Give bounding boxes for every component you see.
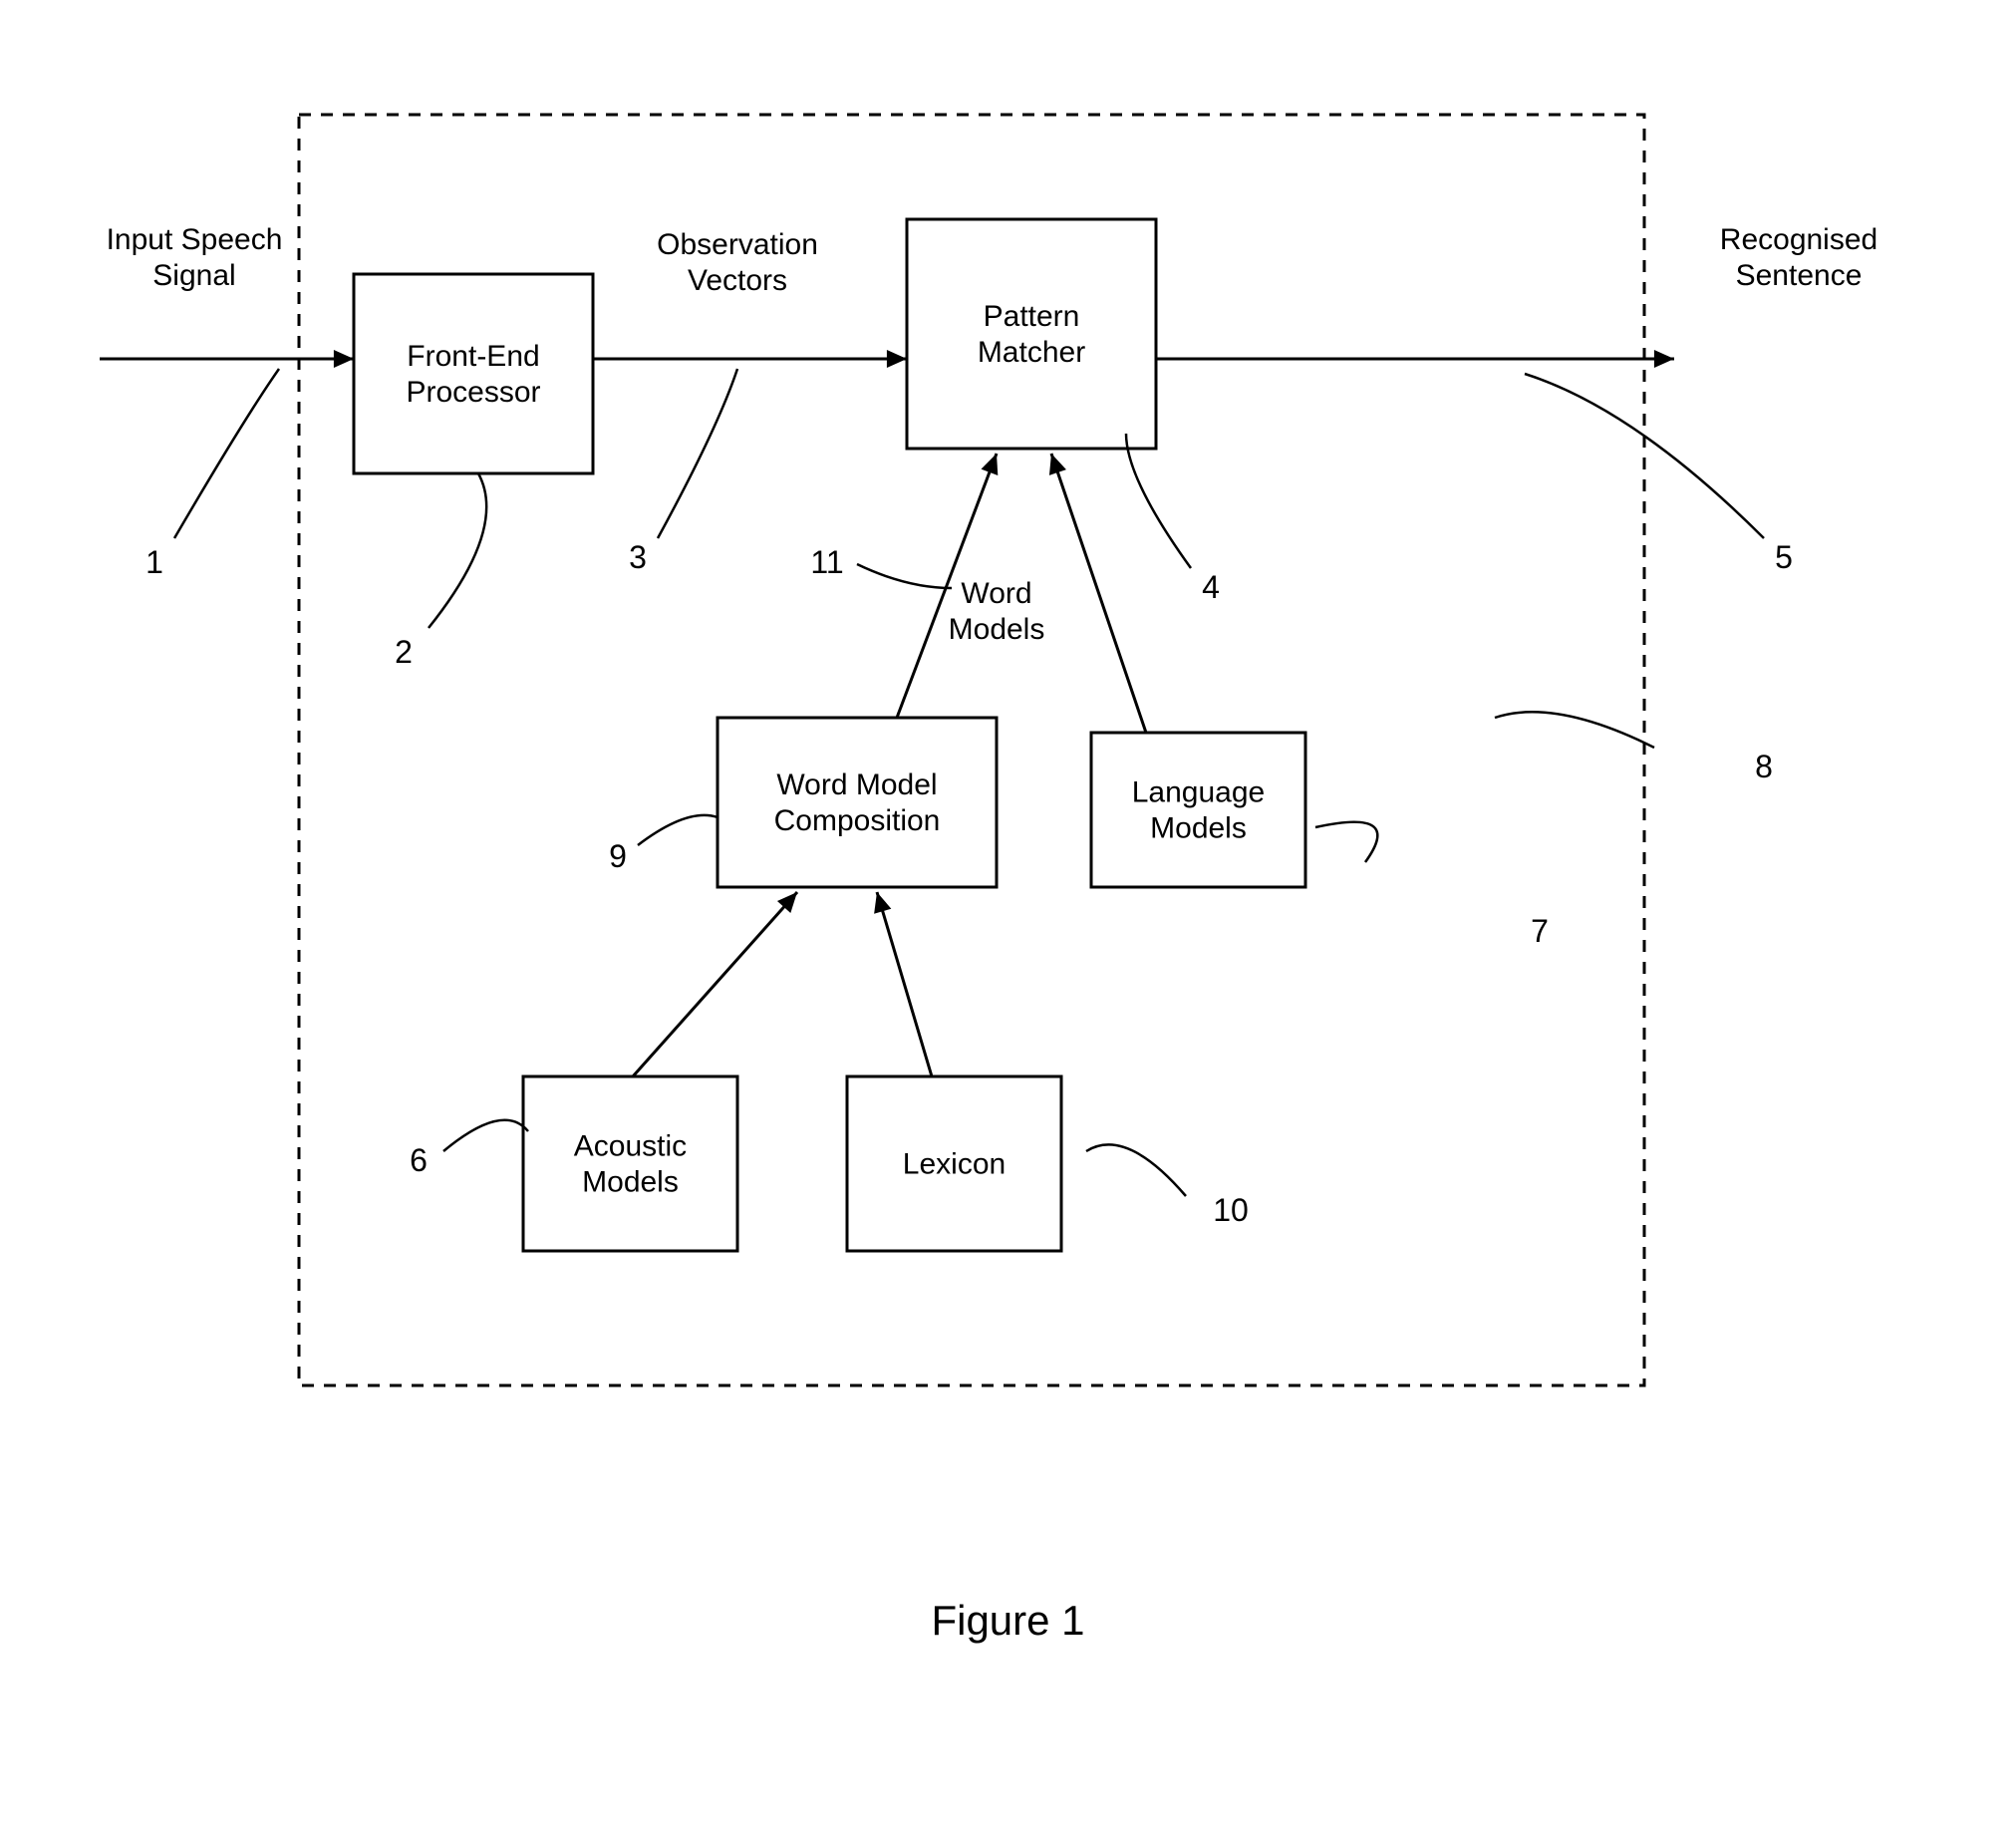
svg-text:Observation: Observation [657, 228, 818, 261]
svg-text:Signal: Signal [152, 259, 235, 292]
leader-11 [857, 564, 952, 588]
svg-text:Language: Language [1132, 776, 1265, 809]
leader-1 [174, 369, 279, 538]
svg-text:5: 5 [1775, 539, 1793, 575]
leader-2 [429, 473, 486, 628]
acoustic-box [523, 1076, 737, 1251]
svg-text:Processor: Processor [406, 376, 540, 409]
svg-text:Matcher: Matcher [978, 336, 1085, 369]
leader-8 [1495, 712, 1654, 748]
leader-10 [1086, 1144, 1186, 1196]
lang_models-box [1091, 733, 1305, 887]
svg-text:6: 6 [410, 1142, 428, 1178]
svg-text:Models: Models [1150, 812, 1247, 845]
svg-text:7: 7 [1531, 913, 1549, 949]
svg-text:9: 9 [609, 838, 627, 874]
leader-3 [658, 369, 737, 538]
svg-text:Models: Models [582, 1166, 679, 1199]
svg-text:1: 1 [145, 544, 163, 580]
svg-text:Input Speech: Input Speech [107, 223, 283, 256]
pattern-box [907, 219, 1156, 449]
svg-text:Recognised: Recognised [1720, 223, 1877, 256]
leader-7 [1315, 822, 1377, 862]
svg-text:Figure 1: Figure 1 [931, 1597, 1084, 1644]
svg-text:Lexicon: Lexicon [903, 1148, 1006, 1181]
leader-9 [638, 815, 718, 845]
leader-6 [443, 1120, 528, 1151]
svg-text:Word: Word [961, 577, 1031, 610]
svg-text:Front-End: Front-End [407, 340, 539, 373]
svg-text:Composition: Composition [774, 804, 941, 837]
svg-text:8: 8 [1755, 749, 1773, 784]
svg-text:Word Model: Word Model [776, 768, 937, 801]
svg-text:11: 11 [810, 544, 843, 580]
svg-text:Sentence: Sentence [1736, 259, 1863, 292]
svg-text:3: 3 [629, 539, 647, 575]
svg-text:Acoustic: Acoustic [574, 1130, 687, 1163]
svg-text:Pattern: Pattern [984, 300, 1080, 333]
word_comp-box [718, 718, 997, 887]
svg-text:Vectors: Vectors [688, 264, 787, 297]
front_end-box [354, 274, 593, 473]
svg-text:4: 4 [1202, 569, 1220, 605]
leader-4 [1126, 434, 1191, 568]
svg-text:10: 10 [1213, 1192, 1249, 1228]
svg-text:2: 2 [395, 634, 413, 670]
svg-text:Models: Models [949, 613, 1045, 646]
